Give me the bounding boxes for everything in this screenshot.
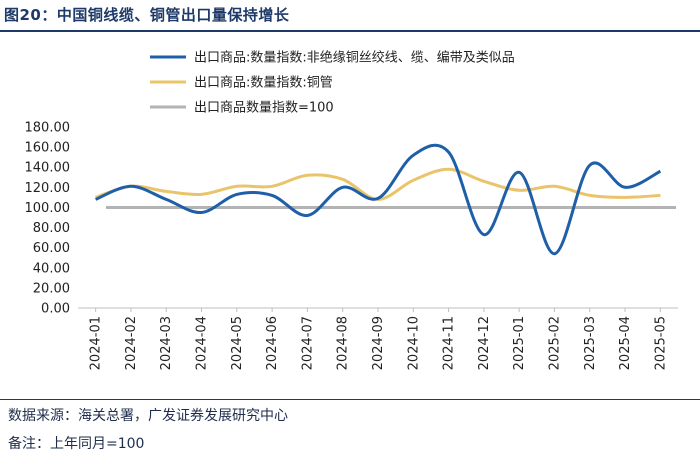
x-tick-label: 2024-04 — [195, 316, 210, 370]
series-line-copper-tube — [95, 167, 661, 201]
y-tick-label: 100.00 — [25, 201, 71, 216]
x-tick-label: 2024-08 — [336, 316, 351, 370]
line-chart: 出口商品:数量指数:非绝缘铜丝绞线、缆、编带及类似品出口商品:数量指数:铜管出口… — [25, 50, 678, 370]
y-tick-label: 180.00 — [25, 121, 71, 136]
chart-series — [95, 143, 676, 256]
x-tick-label: 2024-10 — [406, 316, 421, 370]
legend-label-2: 出口商品:数量指数:铜管 — [194, 76, 333, 91]
x-tick-label: 2024-01 — [89, 316, 104, 370]
x-tick-label: 2024-03 — [159, 316, 174, 370]
y-tick-label: 60.00 — [33, 241, 70, 256]
x-tick-label: 2025-02 — [547, 316, 562, 370]
y-tick-label: 0.00 — [41, 302, 70, 317]
data-source-note: 数据来源：海关总署，广发证券发展研究中心 — [8, 408, 288, 424]
series-line-wire-cable — [95, 143, 662, 256]
x-tick-label: 2024-12 — [477, 316, 492, 370]
y-tick-label: 80.00 — [33, 221, 70, 236]
figure-title: 图20：中国铜线缆、铜管出口量保持增长 — [4, 6, 290, 24]
x-tick-label: 2024-07 — [300, 316, 315, 370]
x-tick-label: 2024-11 — [442, 316, 457, 370]
legend-label-1: 出口商品:数量指数:非绝缘铜丝绞线、缆、编带及类似品 — [194, 50, 515, 66]
legend: 出口商品:数量指数:非绝缘铜丝绞线、缆、编带及类似品出口商品:数量指数:铜管出口… — [150, 50, 515, 116]
legend-label-3: 出口商品数量指数=100 — [194, 101, 334, 116]
y-tick-label: 160.00 — [25, 141, 71, 156]
source-rule — [0, 399, 700, 400]
y-tick-label: 120.00 — [25, 181, 71, 196]
x-tick-label: 2025-03 — [583, 316, 598, 370]
x-tick-label: 2025-01 — [512, 316, 527, 370]
x-tick-label: 2024-06 — [265, 316, 280, 370]
x-tick-label: 2024-09 — [371, 316, 386, 370]
y-tick-label: 140.00 — [25, 161, 71, 176]
x-tick-label: 2025-05 — [653, 316, 668, 370]
y-tick-label: 40.00 — [33, 261, 70, 276]
footnote: 备注：上年同月=100 — [8, 436, 145, 452]
y-tick-label: 20.00 — [33, 281, 70, 296]
chart-axes: 0.00 20.00 40.00 60.00 80.00 100.00 120.00 140.… — [25, 121, 678, 370]
title-rule — [0, 30, 700, 32]
x-tick-label: 2024-02 — [124, 316, 139, 370]
x-tick-label: 2025-04 — [618, 316, 633, 370]
x-tick-label: 2024-05 — [230, 316, 245, 370]
